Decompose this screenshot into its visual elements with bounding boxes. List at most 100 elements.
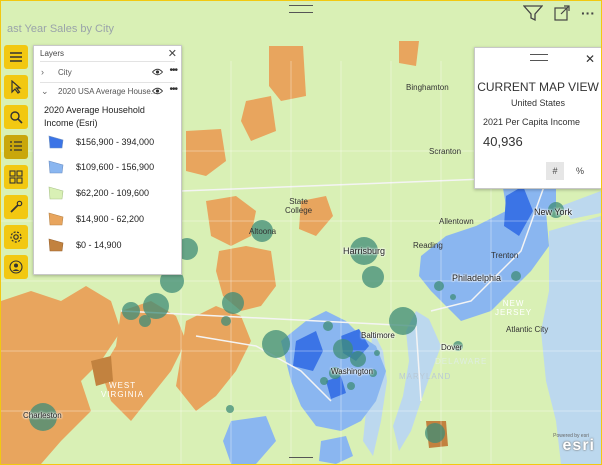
sales-bubble[interactable] xyxy=(350,351,366,367)
visual-title: ast Year Sales by City xyxy=(7,23,115,35)
settings-button[interactable] xyxy=(4,225,28,249)
layer-more-icon[interactable]: ••• xyxy=(169,65,177,76)
state-label-west-virginia: WEST VIRGINIA xyxy=(101,381,145,399)
legend-label: $62,200 - 109,600 xyxy=(76,188,150,198)
focus-mode-icon[interactable] xyxy=(553,4,571,22)
sales-bubble[interactable] xyxy=(511,271,521,281)
city-label-scranton: Scranton xyxy=(429,147,462,156)
current-map-view-panel: ✕ CURRENT MAP VIEW United States 2021 Pe… xyxy=(474,47,601,189)
legend-label: $0 - 14,900 xyxy=(76,240,122,250)
layer-row-city[interactable]: › City ••• xyxy=(34,65,181,81)
sales-bubble[interactable] xyxy=(362,266,384,288)
layer-more-icon[interactable]: ••• xyxy=(169,84,177,95)
visual-drag-grip[interactable] xyxy=(289,5,313,13)
number-format-button[interactable]: # xyxy=(546,162,564,180)
legend-label: $14,900 - 62,200 xyxy=(76,214,145,224)
sales-bubble[interactable] xyxy=(450,294,456,300)
city-label-allentown: Allentown xyxy=(439,217,474,226)
layer-name: City xyxy=(58,68,72,77)
more-options-icon[interactable]: ··· xyxy=(581,5,595,21)
account-icon xyxy=(9,260,23,274)
sales-bubble[interactable] xyxy=(139,315,151,327)
close-icon[interactable]: ✕ xyxy=(584,52,595,66)
sales-bubble[interactable] xyxy=(329,367,341,379)
income-region-pa-north-3 xyxy=(269,46,306,101)
sales-bubble[interactable] xyxy=(320,377,328,385)
sales-bubble[interactable] xyxy=(226,405,234,413)
map-view-value: 40,936 xyxy=(483,134,523,149)
income-region-va-west xyxy=(223,416,276,464)
city-label-washington: Washington xyxy=(331,367,373,376)
legend-label: $109,600 - 156,900 xyxy=(76,162,155,172)
sales-bubble[interactable] xyxy=(323,321,333,331)
sales-bubble[interactable] xyxy=(374,350,380,356)
sales-bubble[interactable] xyxy=(222,292,244,314)
visibility-icon[interactable] xyxy=(151,68,164,78)
legend-swatch xyxy=(48,238,64,252)
city-label-binghamton: Binghamton xyxy=(406,83,449,92)
sales-bubble[interactable] xyxy=(143,293,169,319)
percent-format-button[interactable]: % xyxy=(575,166,584,176)
border-pa-nj xyxy=(430,180,547,312)
sales-bubble[interactable] xyxy=(347,382,355,390)
analysis-icon xyxy=(10,200,23,213)
sales-bubble[interactable] xyxy=(389,307,417,335)
sales-bubble[interactable] xyxy=(434,281,444,291)
settings-icon xyxy=(10,231,22,243)
select-icon xyxy=(11,80,22,94)
search-button[interactable] xyxy=(4,105,28,129)
account-button[interactable] xyxy=(4,255,28,279)
city-label-reading: Reading xyxy=(413,241,443,250)
panel-drag-grip[interactable] xyxy=(530,54,548,61)
analysis-button[interactable] xyxy=(4,195,28,219)
sales-bubble[interactable] xyxy=(425,423,445,443)
legend-title: 2020 Average Household Income (Esri) xyxy=(44,105,145,128)
city-label-harrisburg: Harrisburg xyxy=(343,246,386,256)
sales-bubble[interactable] xyxy=(548,202,564,218)
visual-resize-grip[interactable] xyxy=(289,457,313,464)
filter-icon[interactable] xyxy=(523,4,543,22)
esri-logo[interactable]: esri xyxy=(562,437,595,454)
sales-bubble[interactable] xyxy=(122,302,140,320)
state-label-new-jersey: NEW JERSEY xyxy=(495,299,533,317)
visual-header-icons: ··· xyxy=(523,4,595,22)
state-label-delaware: DELAWARE xyxy=(435,357,488,366)
sales-bubble[interactable] xyxy=(333,339,353,359)
chevron-right-icon[interactable]: › xyxy=(41,67,44,77)
sales-bubble[interactable] xyxy=(29,403,57,431)
layer-row-income[interactable]: ⌄ 2020 USA Average House... ••• xyxy=(34,84,181,100)
attribution-text: Powered by esri xyxy=(553,433,589,439)
sales-bubble[interactable] xyxy=(369,369,377,377)
lower-bay-shape xyxy=(561,191,601,219)
legend-swatch xyxy=(48,135,64,149)
layers-button[interactable] xyxy=(4,135,28,159)
layers-icon xyxy=(10,141,22,151)
infographics-button[interactable] xyxy=(4,165,28,189)
divider xyxy=(40,82,175,83)
city-label-atlantic-city: Atlantic City xyxy=(506,325,549,334)
legend-swatch xyxy=(48,160,64,174)
chevron-down-icon[interactable]: ⌄ xyxy=(41,86,49,96)
select-button[interactable] xyxy=(4,75,28,99)
menu-button[interactable] xyxy=(4,45,28,69)
border-pa-md xyxy=(120,310,417,327)
sales-bubble[interactable] xyxy=(350,237,378,265)
sales-bubble[interactable] xyxy=(221,316,231,326)
sales-bubbles xyxy=(29,202,564,443)
border-md-de xyxy=(415,325,422,402)
sales-bubble[interactable] xyxy=(262,330,290,358)
income-region-pa-north-1 xyxy=(186,129,226,176)
close-icon[interactable]: ✕ xyxy=(167,48,177,60)
sales-bubble[interactable] xyxy=(160,269,184,293)
income-region-wv-east xyxy=(176,306,251,411)
sales-bubble[interactable] xyxy=(251,220,273,242)
divider xyxy=(40,61,175,62)
map-toolbar xyxy=(4,45,28,279)
menu-icon xyxy=(10,52,22,62)
city-label-trenton: Trenton xyxy=(491,251,519,260)
income-region-nyc-suburbs xyxy=(504,186,533,236)
delaware-bay-shape xyxy=(393,311,441,451)
visibility-icon[interactable] xyxy=(151,87,164,97)
sales-bubble[interactable] xyxy=(453,341,463,351)
